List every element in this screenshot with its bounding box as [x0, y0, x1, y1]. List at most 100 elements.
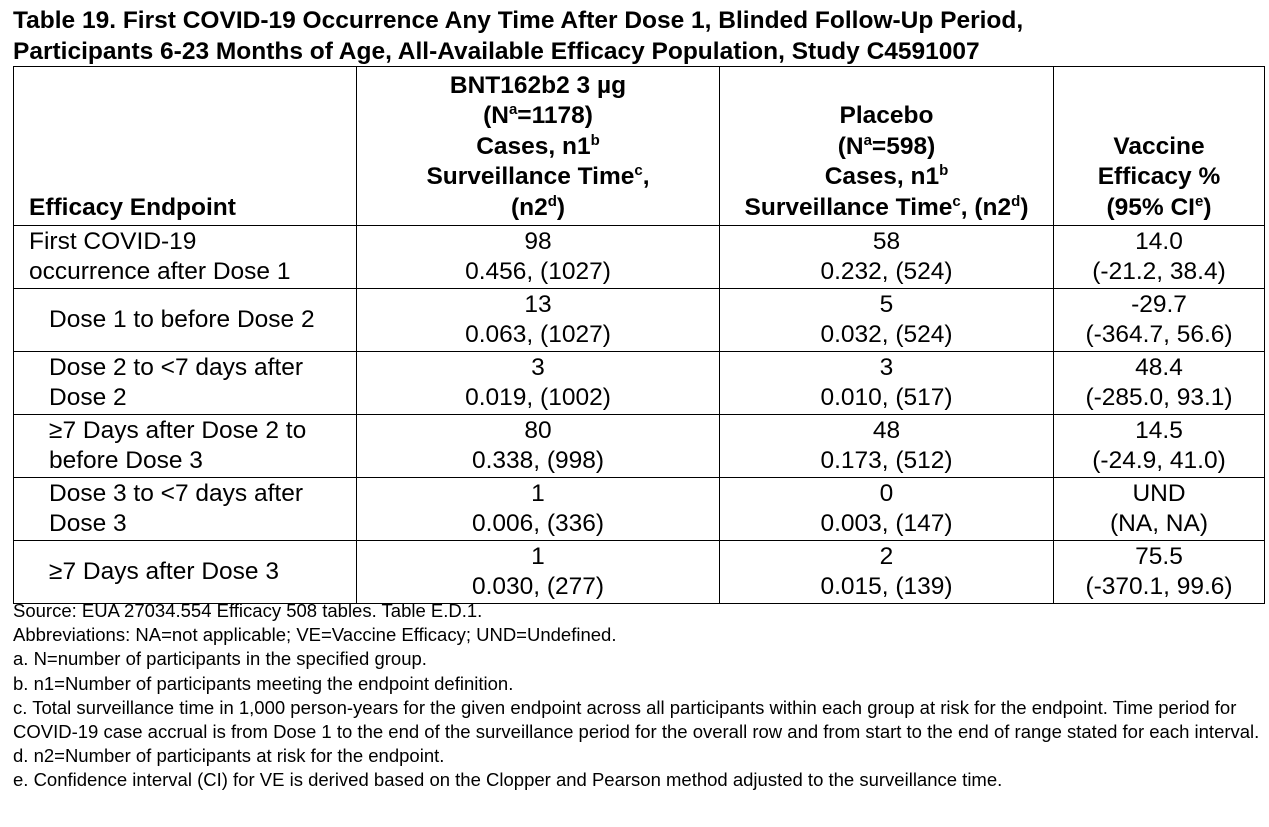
surveillance-value: 0.456, (1027): [465, 258, 611, 285]
ve-value: UND: [1132, 479, 1186, 507]
ve-cell: -29.7 (-364.7, 56.6): [1053, 288, 1265, 352]
footnote-b: b. n1=Number of participants meeting the…: [13, 672, 514, 694]
header-placebo-line-1: Placebo: [839, 102, 934, 129]
endpoint-line: First COVID-19: [29, 227, 197, 255]
header-placebo-group: Placebo (Na=598) Cases, n1b Surveillance…: [719, 66, 1054, 226]
header-vaccine-group: BNT162b2 3 µg (Na=1178) Cases, n1b Surve…: [356, 66, 720, 226]
vaccine-cell: 98 0.456, (1027): [356, 225, 720, 289]
endpoint-cell: Dose 3 to <7 days after Dose 3: [13, 477, 357, 541]
cases-value: 58: [872, 227, 901, 255]
header-placebo-line-3: Cases, n1b: [824, 162, 949, 190]
vaccine-cell: 3 0.019, (1002): [356, 351, 720, 415]
header-placebo-line-2: (Na=598): [837, 131, 936, 160]
ve-cell: UND (NA, NA): [1053, 477, 1265, 541]
vaccine-cell: 1 0.006, (336): [356, 477, 720, 541]
table-header-row: Efficacy Endpoint BNT162b2 3 µg (Na=1178…: [13, 66, 1265, 226]
header-vaccine-line-3: Cases, n1b: [476, 131, 600, 160]
endpoint-line: ≥7 Days after Dose 3: [49, 557, 279, 585]
endpoint-line: Dose 1 to before Dose 2: [49, 305, 315, 333]
cases-value: 13: [524, 290, 552, 318]
endpoint-cell: First COVID-19 occurrence after Dose 1: [13, 225, 357, 289]
cases-value: 80: [524, 416, 552, 444]
header-vaccine-line-1: BNT162b2 3 µg: [449, 71, 627, 99]
header-efficacy-endpoint-label: Efficacy Endpoint: [29, 193, 236, 221]
cases-value: 3: [531, 353, 545, 381]
surveillance-value: 0.173, (512): [820, 447, 953, 474]
placebo-cell: 58 0.232, (524): [719, 225, 1054, 289]
table-row: ≥7 Days after Dose 3 1 0.030, (277) 2 0.…: [13, 540, 1265, 604]
header-placebo-line-4: Surveillance Timec, (n2d): [744, 192, 1029, 221]
header-vaccine-line-4: Surveillance Timec,: [426, 162, 650, 190]
surveillance-value: 0.030, (277): [471, 573, 605, 600]
cases-value: 0: [879, 479, 894, 507]
table-title-line-1: Table 19. First COVID-19 Occurrence Any …: [13, 7, 1024, 34]
endpoint-cell: Dose 2 to <7 days after Dose 2: [13, 351, 357, 415]
footnote-e: e. Confidence interval (CI) for VE is de…: [13, 769, 1003, 791]
endpoint-line: Dose 2: [49, 384, 127, 411]
header-efficacy-line-2: Efficacy %: [1097, 163, 1221, 190]
table-row: First COVID-19 occurrence after Dose 1 9…: [13, 225, 1265, 289]
placebo-cell: 3 0.010, (517): [719, 351, 1054, 415]
header-vaccine-efficacy: Vaccine Efficacy % (95% CIe): [1053, 66, 1265, 226]
endpoint-line: before Dose 3: [49, 447, 203, 474]
ve-value: 14.5: [1135, 416, 1183, 444]
table-title-line-2: Participants 6-23 Months of Age, All-Ava…: [13, 37, 980, 65]
cases-value: 48: [872, 416, 901, 444]
footnote-a: a. N=number of participants in the speci…: [13, 648, 427, 670]
cases-value: 3: [879, 353, 894, 381]
endpoint-cell: ≥7 Days after Dose 3: [13, 540, 357, 604]
vaccine-cell: 1 0.030, (277): [356, 540, 720, 604]
footnote-abbreviations: Abbreviations: NA=not applicable; VE=Vac…: [13, 624, 617, 646]
vaccine-cell: 80 0.338, (998): [356, 414, 720, 478]
placebo-cell: 0 0.003, (147): [719, 477, 1054, 541]
table-title: Table 19. First COVID-19 Occurrence Any …: [13, 6, 1023, 67]
surveillance-value: 0.006, (336): [471, 510, 605, 537]
ve-cell: 14.5 (-24.9, 41.0): [1053, 414, 1265, 478]
ve-ci: (-285.0, 93.1): [1085, 384, 1233, 411]
endpoint-cell: ≥7 Days after Dose 2 to before Dose 3: [13, 414, 357, 478]
surveillance-value: 0.010, (517): [820, 384, 953, 411]
placebo-cell: 2 0.015, (139): [719, 540, 1054, 604]
surveillance-value: 0.232, (524): [820, 258, 953, 285]
endpoint-line: Dose 2 to <7 days after: [49, 353, 303, 381]
table-row: Dose 3 to <7 days after Dose 3 1 0.006, …: [13, 477, 1265, 541]
ve-ci: (-364.7, 56.6): [1085, 321, 1233, 348]
endpoint-line: Dose 3: [49, 510, 127, 537]
cases-value: 1: [531, 479, 545, 507]
cases-value: 98: [524, 227, 552, 255]
header-vaccine-line-2: (Na=1178): [483, 101, 593, 129]
header-efficacy-line-3: (95% CIe): [1106, 192, 1212, 221]
ve-ci: (-370.1, 99.6): [1085, 573, 1233, 600]
ve-value: -29.7: [1131, 290, 1187, 318]
surveillance-value: 0.015, (139): [820, 573, 953, 600]
endpoint-cell: Dose 1 to before Dose 2: [13, 288, 357, 352]
surveillance-value: 0.003, (147): [820, 510, 953, 537]
ve-value: 48.4: [1135, 353, 1183, 381]
ve-value: 14.0: [1135, 227, 1183, 255]
ve-value: 75.5: [1135, 542, 1183, 570]
table-footnotes: Source: EUA 27034.554 Efficacy 508 table…: [13, 599, 1263, 793]
header-efficacy-endpoint: Efficacy Endpoint: [13, 66, 357, 226]
placebo-cell: 48 0.173, (512): [719, 414, 1054, 478]
surveillance-value: 0.019, (1002): [465, 384, 611, 411]
table-row: Dose 1 to before Dose 2 13 0.063, (1027)…: [13, 288, 1265, 352]
ve-cell: 75.5 (-370.1, 99.6): [1053, 540, 1265, 604]
footnote-c: c. Total surveillance time in 1,000 pers…: [13, 696, 1260, 743]
cases-value: 5: [879, 290, 894, 318]
efficacy-table: Efficacy Endpoint BNT162b2 3 µg (Na=1178…: [13, 66, 1265, 604]
ve-cell: 48.4 (-285.0, 93.1): [1053, 351, 1265, 415]
ve-ci: (-24.9, 41.0): [1092, 447, 1226, 474]
endpoint-line: Dose 3 to <7 days after: [49, 479, 303, 507]
header-vaccine-line-5: (n2d): [510, 192, 566, 221]
footnote-d: d. n2=Number of participants at risk for…: [13, 745, 445, 767]
table-row: Dose 2 to <7 days after Dose 2 3 0.019, …: [13, 351, 1265, 415]
ve-cell: 14.0 (-21.2, 38.4): [1053, 225, 1265, 289]
header-efficacy-line-1: Vaccine: [1113, 132, 1205, 160]
surveillance-value: 0.063, (1027): [465, 321, 611, 348]
endpoint-line: ≥7 Days after Dose 2 to: [49, 416, 307, 444]
ve-ci: (NA, NA): [1110, 510, 1208, 537]
cases-value: 2: [879, 542, 894, 570]
vaccine-cell: 13 0.063, (1027): [356, 288, 720, 352]
footnote-source: Source: EUA 27034.554 Efficacy 508 table…: [13, 600, 483, 621]
table-row: ≥7 Days after Dose 2 to before Dose 3 80…: [13, 414, 1265, 478]
